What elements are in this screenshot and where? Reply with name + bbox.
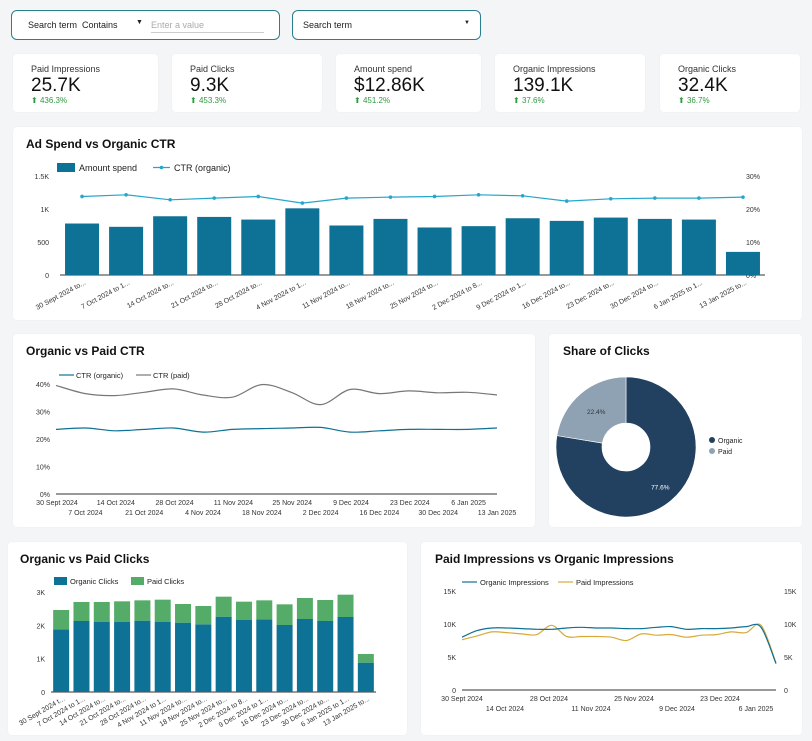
kpi-change: ⬆ 37.6%	[513, 96, 545, 105]
search-term-filter[interactable]: Search term Contains ▼ Enter a value	[11, 10, 280, 40]
match-type-select[interactable]: Contains	[82, 20, 118, 30]
kpi-label: Paid Impressions	[31, 64, 101, 74]
kpi-value: 32.4K	[678, 75, 728, 96]
kpi-value: 139.1K	[513, 75, 574, 96]
value-input[interactable]: Enter a value	[151, 20, 264, 33]
kpi-card: Paid Clicks 9.3K ⬆ 453.3%	[172, 54, 322, 112]
kpi-card: Organic Clicks 32.4K ⬆ 36.7%	[660, 54, 800, 112]
adspend-card: Ad Spend vs Organic CTR	[13, 127, 802, 320]
impr-card: Paid Impressions vs Organic Impressions	[421, 542, 802, 735]
kpi-change: ⬆ 436.3%	[31, 96, 68, 105]
kpi-label: Organic Impressions	[513, 64, 596, 74]
ctr-title: Organic vs Paid CTR	[26, 344, 145, 358]
kpi-label: Paid Clicks	[190, 64, 235, 74]
kpi-card: Organic Impressions 139.1K ⬆ 37.6%	[495, 54, 645, 112]
share-title: Share of Clicks	[563, 344, 650, 358]
kpi-card: Paid Impressions 25.7K ⬆ 436.3%	[13, 54, 158, 112]
impr-title: Paid Impressions vs Organic Impressions	[435, 552, 674, 566]
kpi-value: $12.86K	[354, 75, 425, 96]
search-term-dropdown[interactable]: Search term ▼	[292, 10, 481, 40]
kpi-card: Amount spend $12.86K ⬆ 451.2%	[336, 54, 481, 112]
search-term-label: Search term	[28, 20, 78, 30]
adspend-title: Ad Spend vs Organic CTR	[26, 137, 176, 151]
share-card: Share of Clicks	[549, 334, 802, 527]
dropdown-label: Search term	[303, 20, 353, 30]
kpi-value: 25.7K	[31, 75, 81, 96]
chevron-down-icon[interactable]: ▼	[136, 19, 143, 26]
kpi-label: Amount spend	[354, 64, 413, 74]
kpi-label: Organic Clicks	[678, 64, 737, 74]
kpi-change: ⬆ 36.7%	[678, 96, 710, 105]
clicks-card: Organic vs Paid Clicks	[8, 542, 407, 735]
kpi-change: ⬆ 451.2%	[354, 96, 391, 105]
ctr-card: Organic vs Paid CTR	[13, 334, 535, 527]
kpi-value: 9.3K	[190, 75, 230, 96]
kpi-change: ⬆ 453.3%	[190, 96, 227, 105]
clicks-title: Organic vs Paid Clicks	[20, 552, 150, 566]
chevron-down-icon[interactable]: ▼	[464, 20, 470, 26]
